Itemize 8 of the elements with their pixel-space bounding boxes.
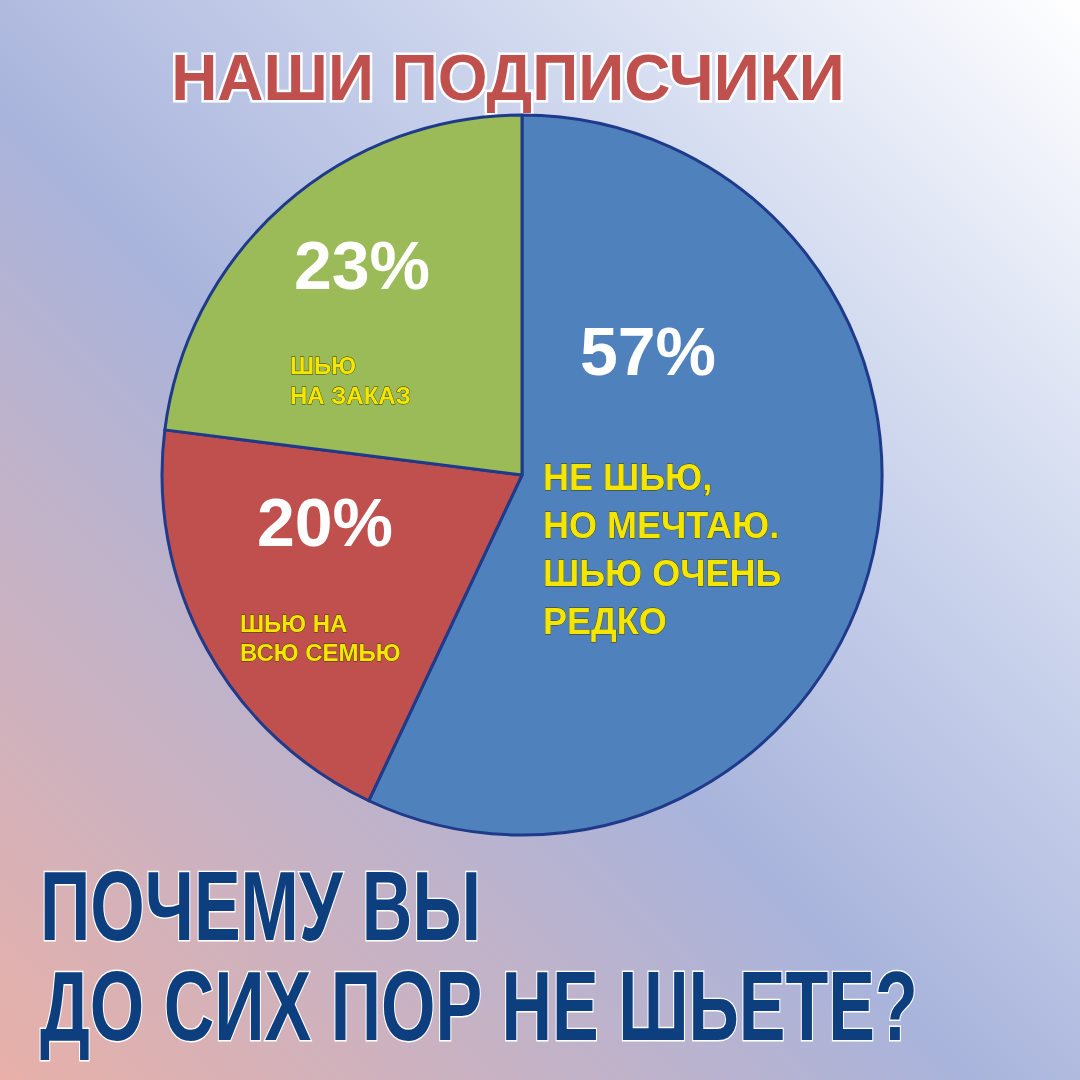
- slice-label: ШЬЮ НА ЗАКАЗ: [290, 352, 411, 409]
- data-label: 23%: [293, 227, 431, 303]
- text: ПОЧЕМУ ВЫ ДО СИХ ПОР НЕ ШЬЕТЕ?: [40, 851, 918, 1061]
- slice-label: НЕ ШЬЮ, НО МЕЧТАЮ. ШЬЮ ОЧЕНЬ РЕДКО: [543, 457, 782, 642]
- slice-label: ШЬЮ НА ВСЮ СЕМЬЮ: [240, 610, 401, 666]
- chart-title: НАШИ ПОДПИСЧИКИ: [171, 42, 845, 114]
- data-label: 20%: [256, 484, 394, 560]
- data-label: 57%: [579, 313, 717, 389]
